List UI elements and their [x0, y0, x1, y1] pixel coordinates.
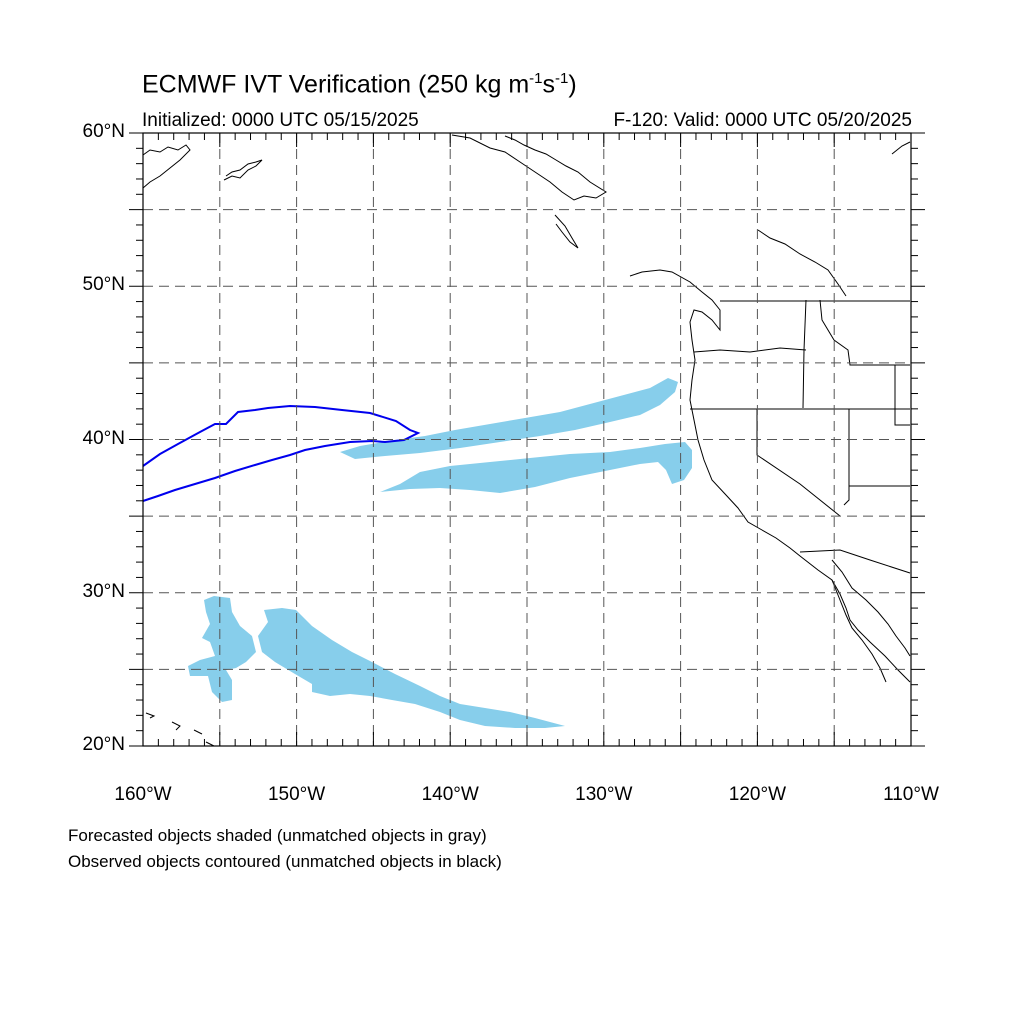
latitude-label: 40°N: [82, 427, 125, 449]
longitude-label: 110°W: [883, 784, 939, 805]
coastlines: [142, 134, 911, 747]
longitude-label: 130°W: [575, 784, 633, 805]
title-exp1: -1: [529, 70, 543, 87]
graticule: [143, 133, 911, 746]
border-nevada-utah: [843, 409, 850, 506]
coastline-aleutian-islands: [223, 159, 263, 181]
border-california-nevada: [756, 409, 841, 517]
coastline-british-columbia: [554, 214, 579, 249]
map-title: ECMWF IVT Verification (250 kg m-1s-1): [142, 70, 577, 99]
longitude-label: 140°W: [421, 784, 479, 805]
latitude-label: 20°N: [82, 734, 125, 755]
title-mid: s: [542, 70, 556, 99]
coastline-interior-mountains: [757, 229, 847, 297]
legend-observed: Observed objects contoured (unmatched ob…: [68, 852, 502, 871]
observed-object-contour: [142, 404, 421, 502]
legend-forecast: Forecasted objects shaded (unmatched obj…: [68, 826, 487, 845]
longitude-label: 160°W: [114, 784, 172, 805]
border-us-mexico: [799, 549, 911, 574]
border-wyoming: [894, 365, 910, 426]
observed-objects: [142, 404, 421, 502]
map-frame: [142, 132, 912, 747]
axis-ticks: [129, 132, 925, 747]
longitude-label: 120°W: [728, 784, 786, 805]
border-oregon-idaho: [802, 299, 807, 409]
border-montana: [819, 299, 910, 366]
title-end: ): [568, 70, 577, 99]
forecast-object-west: [188, 596, 256, 702]
coastline-hawaii: [145, 712, 215, 747]
longitude-label: 150°W: [267, 784, 326, 805]
coastline-alaska-peninsula: [142, 144, 191, 189]
valid-label: F-120: Valid: 0000 UTC 05/20/2025: [613, 110, 912, 131]
latitude-label: 60°N: [82, 121, 125, 142]
forecast-object-south: [380, 442, 692, 493]
border-washington-oregon: [693, 347, 807, 353]
forecast-object-north: [340, 378, 678, 459]
forecast-objects: [188, 378, 692, 728]
forecast-object-southwest: [258, 608, 565, 728]
title-exp2: -1: [555, 70, 569, 87]
coastline-top-right: [891, 141, 911, 155]
title-main: ECMWF IVT Verification (250 kg m: [142, 70, 530, 99]
coastline-baja-california: [831, 559, 911, 683]
latitude-label: 30°N: [82, 580, 125, 602]
latitude-label: 50°N: [82, 274, 125, 296]
coastline-alaska-gulf: [451, 134, 607, 201]
coastline-pacific-northwest: [629, 269, 911, 683]
initialized-label: Initialized: 0000 UTC 05/15/2025: [142, 110, 419, 131]
